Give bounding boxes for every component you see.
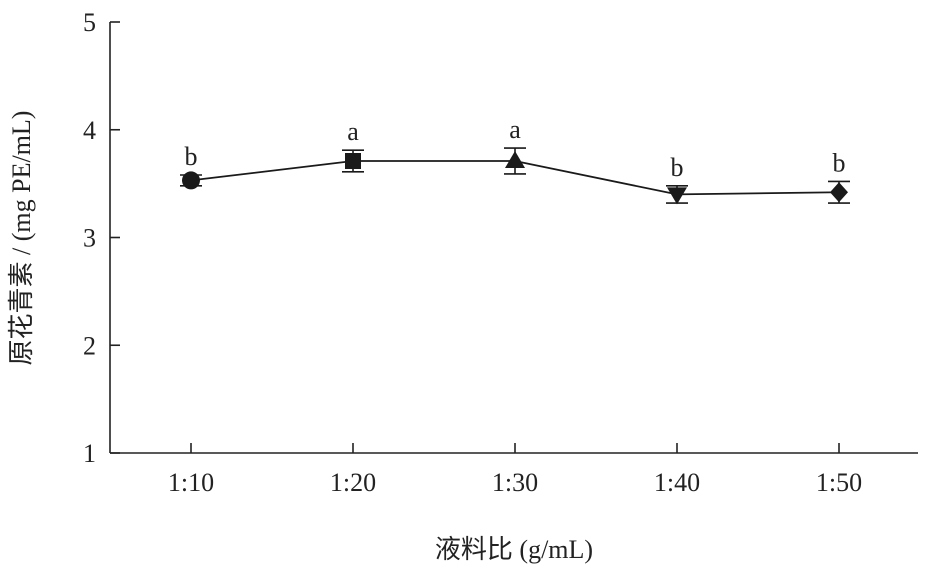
y-tick-label: 2	[83, 331, 96, 360]
x-tick-label: 1:20	[330, 468, 376, 497]
x-ticks: 1:10 1:20 1:30 1:40 1:50	[168, 443, 862, 497]
x-axis-title: 液料比 (g/mL)	[435, 535, 593, 564]
y-tick-label: 4	[83, 116, 96, 145]
data-point-triangle-down	[667, 187, 687, 205]
y-tick-label: 3	[83, 224, 96, 253]
y-tick-label: 5	[83, 8, 96, 37]
series-group: b a a b b	[180, 115, 850, 205]
data-point-square	[345, 152, 361, 169]
x-tick-label: 1:50	[816, 468, 862, 497]
axes	[109, 22, 918, 454]
significance-label: a	[509, 115, 521, 144]
x-tick-label: 1:30	[492, 468, 538, 497]
data-point-triangle-up	[505, 150, 525, 168]
x-tick-label: 1:10	[168, 468, 214, 497]
x-tick-label: 1:40	[654, 468, 700, 497]
data-point-circle	[182, 171, 200, 190]
y-ticks: 1 2 3 4 5	[83, 8, 120, 468]
y-axis-title: 原花青素 / (mg PE/mL)	[7, 111, 36, 366]
significance-label: b	[185, 142, 198, 171]
data-point-diamond	[830, 182, 848, 203]
significance-label: a	[347, 117, 359, 146]
significance-label: b	[833, 148, 846, 177]
significance-label: b	[671, 153, 684, 182]
y-tick-label: 1	[83, 439, 96, 468]
